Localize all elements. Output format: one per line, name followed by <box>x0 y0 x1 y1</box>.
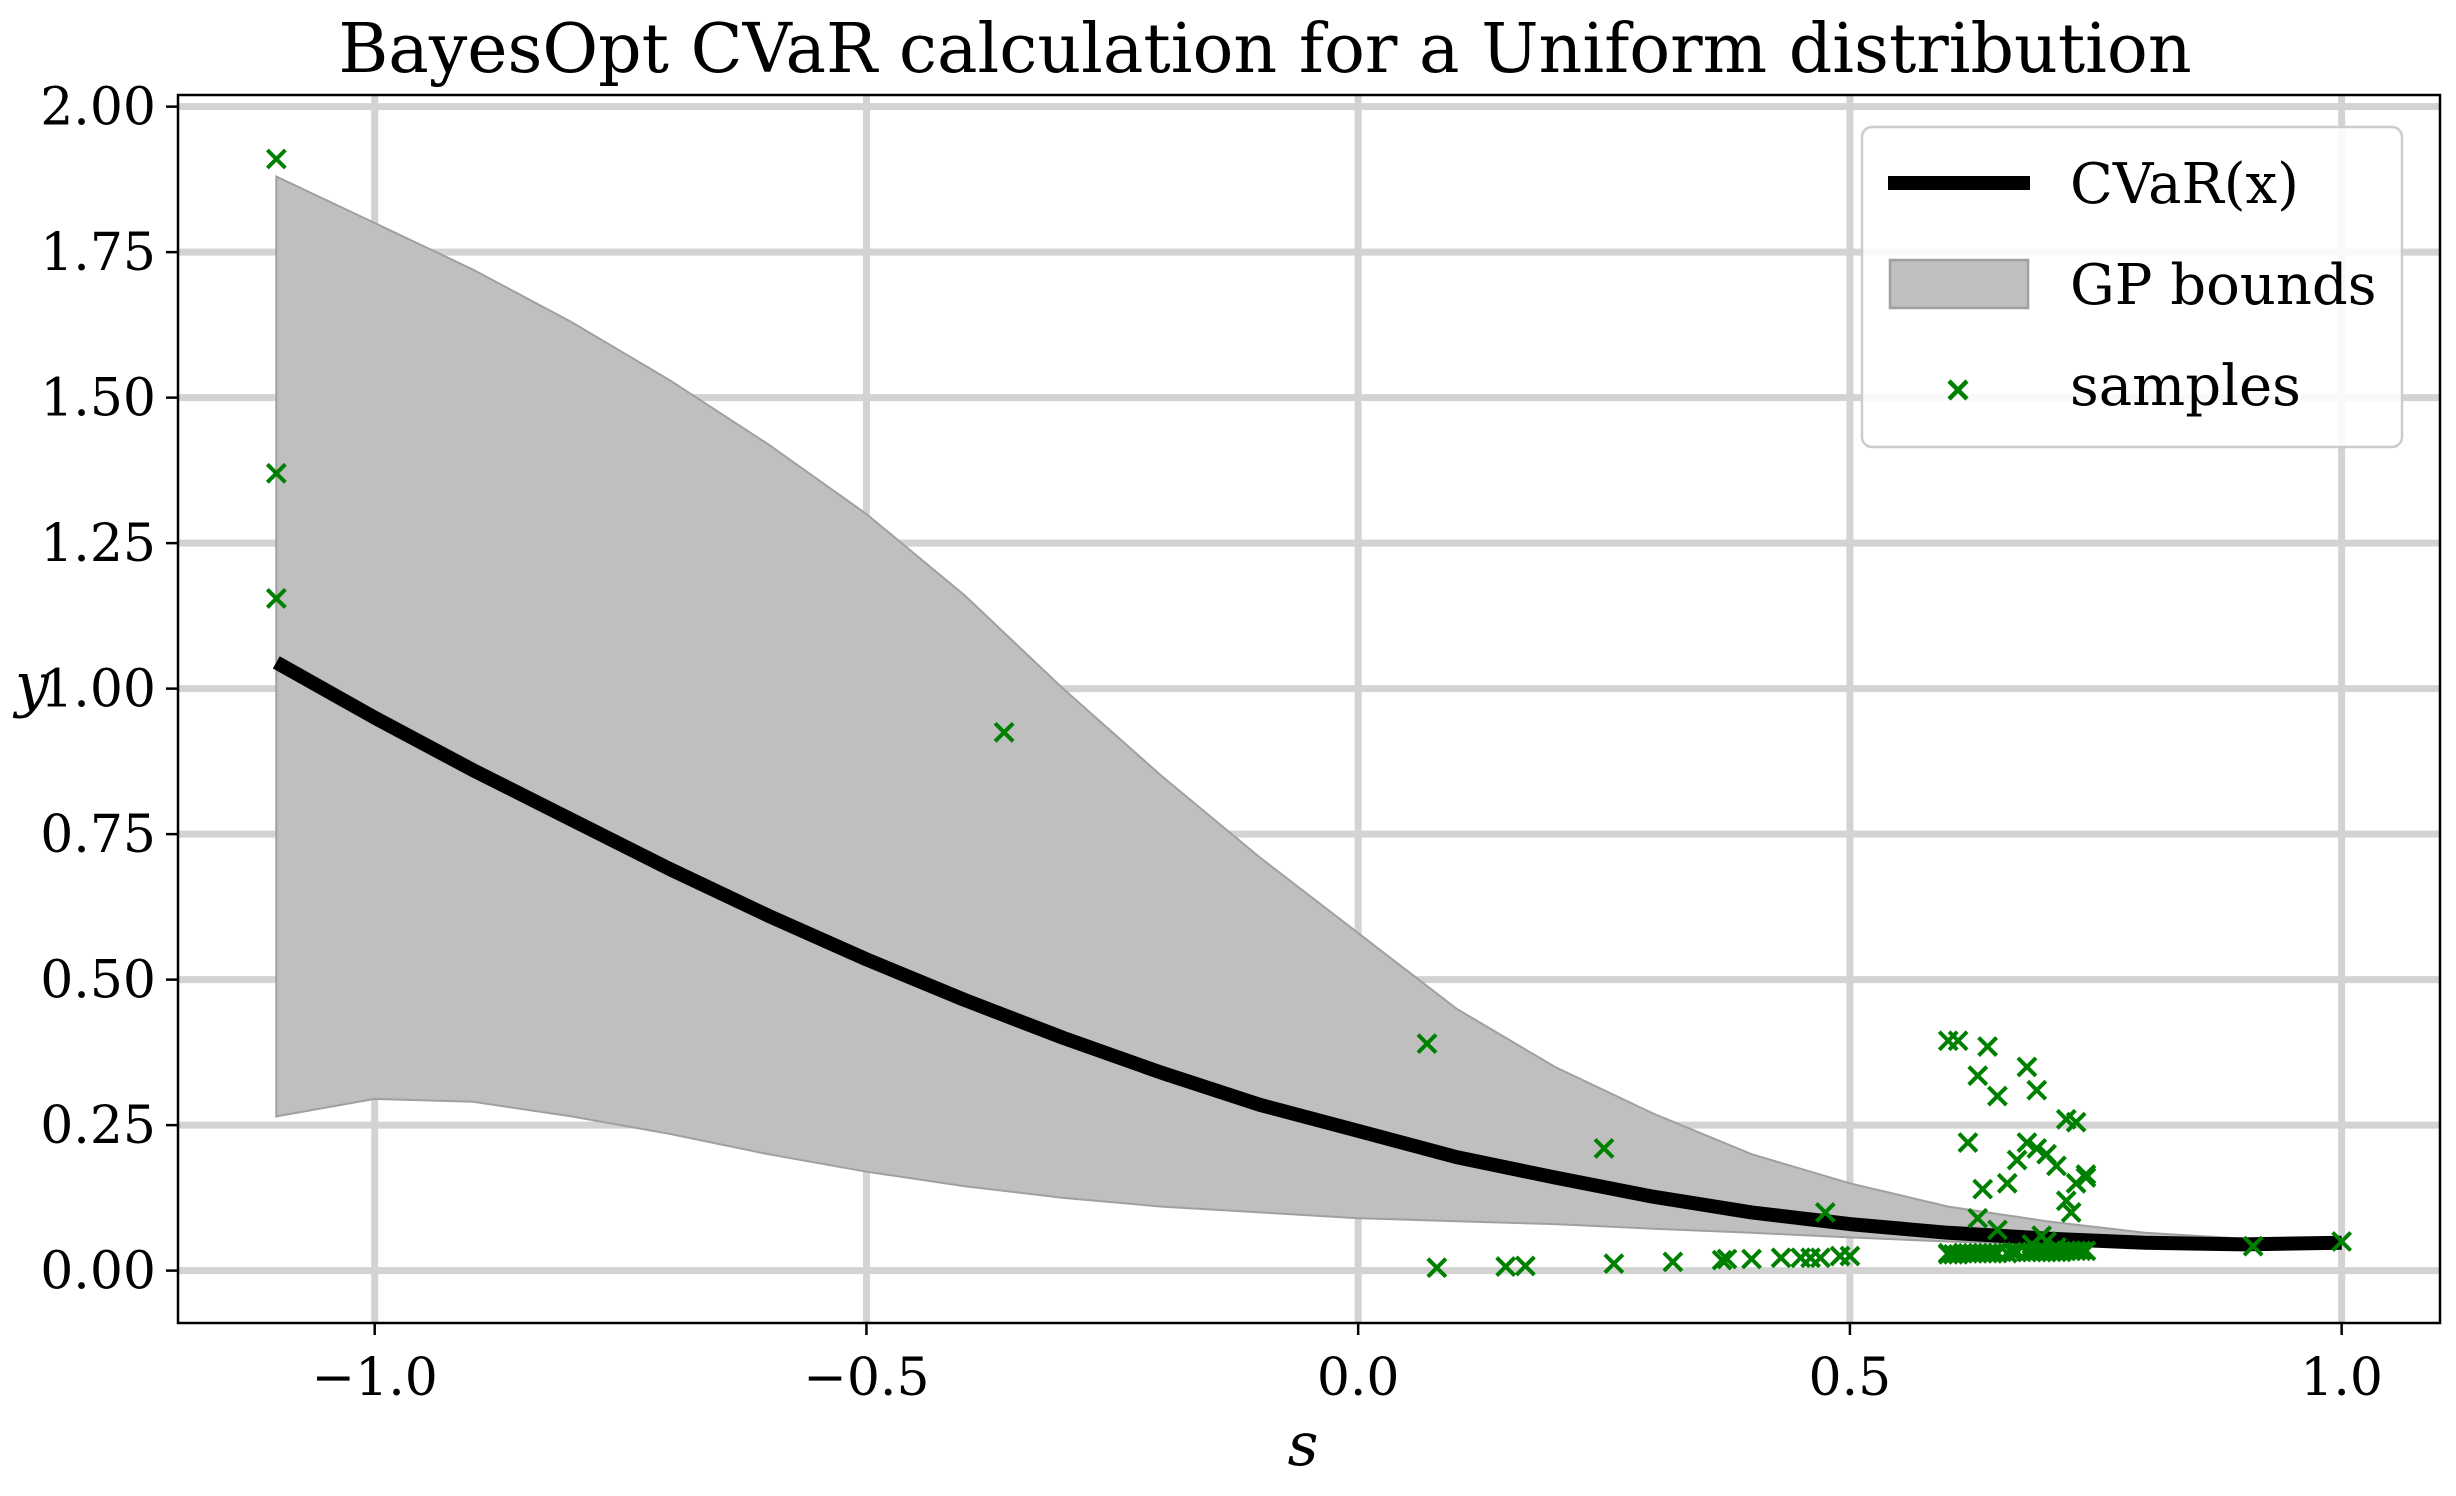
sample-point-5 <box>1426 1257 1448 1279</box>
y-tick-label-6: 1.50 <box>40 369 156 429</box>
legend-samples-marker <box>1947 379 1969 401</box>
sample-point-6 <box>1495 1256 1517 1277</box>
sample-point-13 <box>1741 1248 1762 1270</box>
x-tick-label-2: 0.0 <box>1317 1348 1400 1408</box>
sample-point-74 <box>2046 1236 2067 1258</box>
x-axis-label: s <box>1288 1410 1319 1480</box>
legend-samples-label: samples <box>2070 354 2301 419</box>
sample-point-3 <box>993 721 1015 743</box>
sample-point-63 <box>2075 1167 2097 1188</box>
sample-point-52 <box>1972 1178 1994 1200</box>
sample-point-68 <box>2026 1137 2048 1159</box>
sample-point-20 <box>1839 1245 1861 1267</box>
sample-point-67 <box>2016 1132 2038 1153</box>
sample-point-73 <box>2075 1164 2097 1186</box>
legend-gp-label: GP bounds <box>2070 253 2377 318</box>
legend-gp-swatch <box>1888 258 2030 310</box>
sample-point-62 <box>2065 1111 2087 1133</box>
y-tick-label-5: 1.25 <box>40 514 156 574</box>
sample-point-51 <box>1967 1065 1989 1087</box>
sample-point-77 <box>2242 1235 2264 1257</box>
sample-point-0 <box>265 148 287 170</box>
sample-point-7 <box>1514 1255 1536 1277</box>
y-tick-label-8: 2.00 <box>40 78 156 138</box>
sample-point-11 <box>1711 1249 1733 1271</box>
y-axis-label: y <box>12 650 50 720</box>
sample-point-64 <box>1937 1242 1959 1264</box>
x-tick-label-1: −0.5 <box>803 1348 929 1408</box>
sample-point-78 <box>2331 1231 2353 1252</box>
sample-point-71 <box>2060 1202 2082 1223</box>
x-tick-label-4: 1.0 <box>2300 1348 2383 1408</box>
sample-point-18 <box>1814 1202 1836 1223</box>
sample-point-47 <box>2075 1240 2097 1262</box>
sample-point-55 <box>1996 1172 2018 1194</box>
sample-point-9 <box>1603 1253 1625 1275</box>
sample-point-66 <box>1987 1219 2008 1241</box>
sample-point-49 <box>1947 1030 1969 1052</box>
y-tick-label-1: 0.25 <box>40 1096 156 1156</box>
sample-point-10 <box>1662 1251 1684 1273</box>
sample-point-65 <box>1967 1207 1989 1229</box>
axis-ticks: −1.0 −0.5 0.0 0.5 1.0 0.00 0.25 0.50 0.75 1.00 1.2… <box>40 78 2383 1408</box>
plot-frame <box>176 93 2442 1325</box>
sample-point-8 <box>1593 1137 1615 1159</box>
sample-point-53 <box>1977 1036 1999 1057</box>
sample-point-56 <box>2006 1149 2028 1171</box>
sample-point-57 <box>2016 1056 2038 1078</box>
sample-point-14 <box>1770 1247 1792 1269</box>
sample-point-4 <box>1416 1033 1438 1055</box>
sample-point-17 <box>1809 1247 1831 1269</box>
sample-point-12 <box>1716 1248 1738 1270</box>
y-tick-label-3: 0.75 <box>40 805 156 865</box>
sample-point-1 <box>265 462 287 484</box>
sample-point-46 <box>2070 1240 2092 1262</box>
sample-point-60 <box>2046 1155 2067 1177</box>
x-tick-label-3: 0.5 <box>1809 1348 1892 1408</box>
sample-point-76 <box>2031 1225 2053 1247</box>
x-tick-label-0: −1.0 <box>312 1348 438 1408</box>
sample-markers <box>265 148 2353 1279</box>
sample-point-54 <box>1987 1085 2008 1107</box>
legend-cvar-label: CVaR(x) <box>2070 152 2299 217</box>
y-tick-label-4: 1.00 <box>40 660 156 720</box>
y-tick-label-2: 0.50 <box>40 951 156 1011</box>
cvar-line <box>272 656 2342 1252</box>
legend: CVaR(x) GP bounds samples <box>1860 125 2404 449</box>
sample-point-50 <box>1957 1132 1979 1153</box>
chart-title: BayesOpt CVaR calculation for a Uniform … <box>338 10 2191 89</box>
sample-point-2 <box>265 588 287 609</box>
y-tick-label-0: 0.00 <box>40 1242 156 1302</box>
sample-point-70 <box>2055 1190 2077 1212</box>
legend-box <box>1860 125 2404 449</box>
y-tick-label-7: 1.75 <box>40 223 156 283</box>
sample-point-58 <box>2026 1079 2048 1101</box>
